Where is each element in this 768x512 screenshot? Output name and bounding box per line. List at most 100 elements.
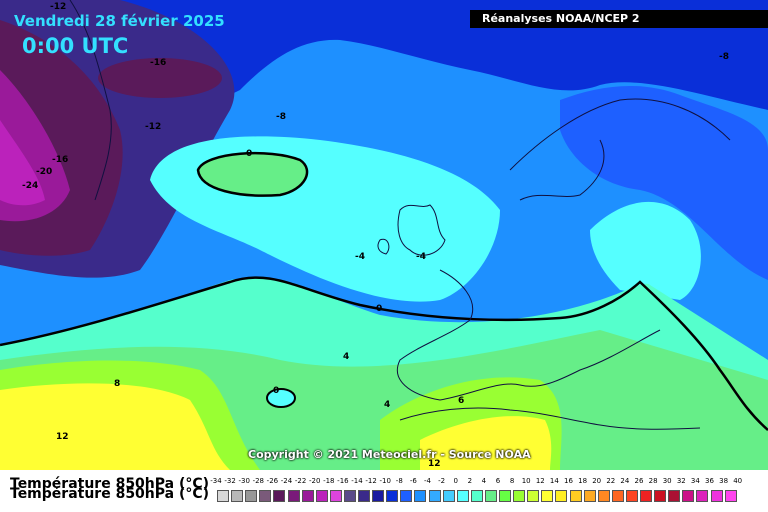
contour-label: 6 [458, 396, 464, 406]
cold-blob-north [98, 58, 222, 98]
scale-swatch [555, 490, 568, 502]
contour-label: 12 [428, 459, 441, 469]
scale-swatch [386, 490, 399, 502]
scale-tick: 4 [481, 477, 487, 485]
scale-swatch [583, 490, 596, 502]
scale-tick: 26 [634, 477, 644, 485]
scale-swatch [710, 490, 723, 502]
scale-tick: 30 [662, 477, 672, 485]
scale-swatch [611, 490, 624, 502]
contour-label: 0 [246, 149, 252, 159]
scale-swatch [696, 490, 709, 502]
scale-swatch [315, 490, 328, 502]
scale-swatch [231, 490, 244, 502]
coast-africa [399, 407, 701, 430]
scale-tick: 2 [467, 477, 473, 485]
scale-swatch [245, 490, 258, 502]
contour-label: -8 [276, 112, 286, 122]
scale-swatch [470, 490, 483, 502]
contour-label: -16 [150, 58, 166, 68]
scale-swatch [724, 490, 737, 502]
contour-label: -20 [36, 167, 52, 177]
scale-tick: -14 [351, 477, 363, 485]
scale-swatch [217, 490, 229, 502]
contour-label: -24 [22, 181, 38, 191]
scale-tick: -18 [323, 477, 335, 485]
scandinavia-cold [560, 85, 768, 281]
scale-swatch [597, 490, 610, 502]
scale-swatch [484, 490, 497, 502]
scale-tick: 18 [578, 477, 588, 485]
scale-swatch [513, 490, 526, 502]
scale-swatch [625, 490, 638, 502]
scale-swatch [273, 490, 286, 502]
scale-tick: -26 [266, 477, 279, 485]
scale-tick: -10 [379, 477, 391, 485]
contour-label: -8 [719, 52, 729, 62]
scale-tick: -12 [365, 477, 377, 485]
scale-tick: 20 [592, 477, 602, 485]
scale-tick: -30 [238, 477, 250, 485]
cold-core-center [0, 120, 45, 206]
scale-tick: -2 [438, 477, 446, 485]
scale-tick: 8 [509, 477, 515, 485]
hot-south-west [0, 383, 230, 470]
scale-swatch [527, 490, 540, 502]
scale-tick: -24 [280, 477, 293, 485]
scale-tick: 22 [606, 477, 616, 485]
scale-tick: -16 [337, 477, 349, 485]
scale-tick: 10 [521, 477, 531, 485]
scale-tick: -22 [294, 477, 307, 485]
scale-tick: -32 [224, 477, 236, 485]
legend-title-shadow: Température 850hPa (°C) [10, 486, 210, 502]
contour-label: 12 [56, 432, 69, 442]
scale-tick: 16 [564, 477, 573, 485]
scale-swatch [358, 490, 370, 502]
cool-pocket [266, 388, 296, 408]
scale-swatch [541, 490, 554, 502]
scale-tick: 40 [733, 477, 743, 485]
scale-tick: 6 [495, 477, 501, 485]
contour-label: -4 [355, 252, 365, 262]
scale-swatch [329, 490, 342, 502]
coast-scandinavia [509, 98, 731, 201]
coast-greenland [69, 0, 112, 201]
scale-tick: -8 [395, 477, 403, 485]
coast-europe [397, 269, 661, 401]
contour-label: 4 [384, 400, 390, 410]
warm-ring [196, 151, 309, 197]
color-scale: -34 -32 -30 -28 -26 -24 -22 -20 -18 -16 -14 -12 -10-… [210, 477, 752, 507]
coast-uk [397, 204, 446, 256]
contour-label: -16 [52, 155, 68, 165]
scale-swatch [640, 490, 652, 502]
scale-tick: 28 [648, 477, 658, 485]
map-time: 0:00 UTC [22, 34, 129, 58]
scale-swatch [682, 490, 695, 502]
scale-swatch [668, 490, 681, 502]
scale-swatch [442, 490, 455, 502]
scale-tick: 0 [453, 477, 458, 485]
scale-tick: 24 [620, 477, 630, 485]
scale-tick: 34 [690, 477, 700, 485]
scale-swatch [569, 490, 582, 502]
temperature-map: -12 -16 -12 -16 -20 -24 -8 -8 0 -4 -4 0 … [0, 0, 768, 470]
contour-label: 4 [343, 352, 349, 362]
contour-label: 0 [273, 386, 279, 396]
scale-swatch [414, 490, 427, 502]
scale-swatch [654, 490, 667, 502]
scale-tick: -34 [210, 477, 222, 485]
scale-swatch [343, 490, 356, 502]
scale-swatch [259, 490, 272, 502]
scale-swatch [428, 490, 441, 502]
scale-swatch [287, 490, 300, 502]
scale-swatch [400, 490, 413, 502]
scale-swatch [372, 490, 385, 502]
scale-tick: 38 [719, 477, 729, 485]
scale-tick: 32 [676, 477, 686, 485]
scale-tick: -28 [252, 477, 265, 485]
legend-title: Température 850hPa (°C) [10, 476, 210, 492]
scale-tick: -6 [409, 477, 417, 485]
hot-africa [420, 416, 552, 470]
contour-label: -4 [416, 252, 426, 262]
scale-tick: 14 [549, 477, 559, 485]
